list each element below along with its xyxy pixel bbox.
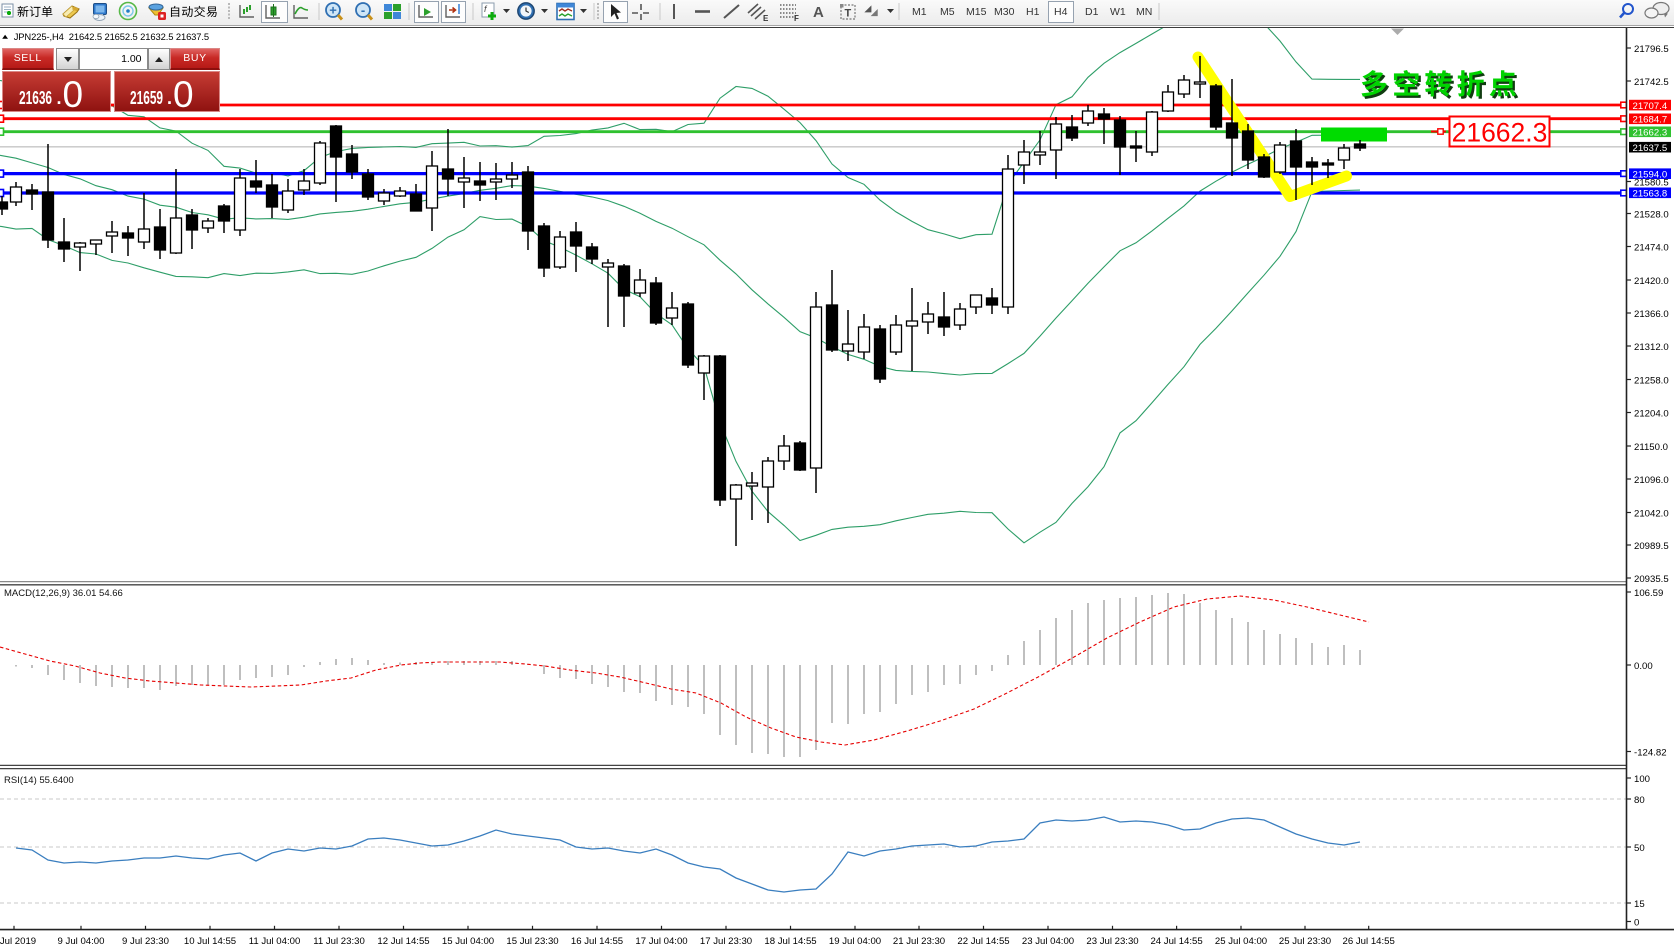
svg-text:15 Jul 04:00: 15 Jul 04:00 [442, 936, 494, 947]
svg-text:H1: H1 [1026, 6, 1040, 18]
svg-text:21742.5: 21742.5 [1634, 77, 1669, 88]
svg-text:9 Jul 04:00: 9 Jul 04:00 [58, 936, 105, 947]
svg-text:17 Jul 04:00: 17 Jul 04:00 [635, 936, 687, 947]
svg-text:M5: M5 [940, 6, 955, 18]
svg-text:8 Jul 2019: 8 Jul 2019 [0, 936, 36, 947]
svg-text:21 Jul 23:30: 21 Jul 23:30 [893, 936, 945, 947]
svg-text:21684.7: 21684.7 [1633, 115, 1668, 126]
svg-text:-: - [361, 3, 365, 18]
svg-text:15 Jul 23:30: 15 Jul 23:30 [506, 936, 558, 947]
svg-text:21258.0: 21258.0 [1634, 375, 1669, 386]
svg-text:20935.5: 20935.5 [1634, 574, 1669, 585]
svg-text:0: 0 [1634, 917, 1639, 928]
svg-text:T: T [845, 8, 852, 20]
svg-text:-124.82: -124.82 [1634, 747, 1667, 758]
svg-text:11 Jul 23:30: 11 Jul 23:30 [313, 936, 365, 947]
svg-text:21366.0: 21366.0 [1634, 309, 1669, 320]
svg-text:25 Jul 04:00: 25 Jul 04:00 [1215, 936, 1267, 947]
svg-text:19 Jul 04:00: 19 Jul 04:00 [829, 936, 881, 947]
svg-text:21150.0: 21150.0 [1634, 442, 1668, 453]
svg-text:21204.0: 21204.0 [1634, 408, 1669, 419]
svg-text:E: E [763, 14, 769, 23]
svg-text:21563.8: 21563.8 [1633, 189, 1668, 200]
svg-text:21594.0: 21594.0 [1633, 169, 1668, 180]
svg-text:23 Jul 04:00: 23 Jul 04:00 [1022, 936, 1074, 947]
svg-text:f: f [484, 4, 488, 14]
svg-text:106.59: 106.59 [1634, 588, 1663, 599]
svg-text:21796.5: 21796.5 [1634, 44, 1669, 55]
svg-text:25 Jul 23:30: 25 Jul 23:30 [1279, 936, 1331, 947]
svg-text:100: 100 [1634, 774, 1650, 785]
svg-text:20989.5: 20989.5 [1634, 541, 1669, 552]
svg-text:22 Jul 14:55: 22 Jul 14:55 [957, 936, 1009, 947]
svg-text:21042.0: 21042.0 [1634, 508, 1669, 519]
svg-text:21528.0: 21528.0 [1634, 209, 1669, 220]
svg-text:21637.5: 21637.5 [1633, 143, 1668, 154]
svg-text:21707.4: 21707.4 [1633, 101, 1668, 112]
svg-text:F: F [794, 14, 799, 23]
svg-text:23 Jul 23:30: 23 Jul 23:30 [1086, 936, 1138, 947]
svg-text:21662.3: 21662.3 [1633, 128, 1668, 139]
svg-text:M30: M30 [994, 6, 1015, 18]
svg-text:D1: D1 [1085, 6, 1099, 18]
svg-text:21580.5: 21580.5 [1634, 177, 1669, 188]
svg-text:W1: W1 [1110, 6, 1126, 18]
svg-text:12 Jul 14:55: 12 Jul 14:55 [377, 936, 429, 947]
svg-text:16 Jul 14:55: 16 Jul 14:55 [571, 936, 623, 947]
svg-text:10 Jul 14:55: 10 Jul 14:55 [184, 936, 236, 947]
svg-text:11 Jul 04:00: 11 Jul 04:00 [249, 936, 301, 947]
svg-text:21662.3: 21662.3 [1452, 118, 1548, 148]
svg-text:+: + [329, 3, 337, 18]
svg-text:H4: H4 [1054, 6, 1068, 18]
svg-text:0.00: 0.00 [1634, 661, 1653, 672]
svg-text:15: 15 [1634, 899, 1645, 910]
svg-text:A: A [813, 4, 824, 21]
svg-text:21474.0: 21474.0 [1634, 242, 1669, 253]
svg-text:26 Jul 14:55: 26 Jul 14:55 [1343, 936, 1395, 947]
svg-text:21420.0: 21420.0 [1634, 276, 1669, 287]
svg-text:17 Jul 23:30: 17 Jul 23:30 [700, 936, 752, 947]
svg-text:21312.0: 21312.0 [1634, 342, 1669, 353]
svg-text:80: 80 [1634, 795, 1645, 806]
svg-text:50: 50 [1634, 843, 1645, 854]
svg-text:M1: M1 [912, 6, 927, 18]
svg-text:9 Jul 23:30: 9 Jul 23:30 [122, 936, 169, 947]
svg-text:24 Jul 14:55: 24 Jul 14:55 [1150, 936, 1202, 947]
svg-text:M15: M15 [966, 6, 987, 18]
svg-text:18 Jul 14:55: 18 Jul 14:55 [764, 936, 816, 947]
svg-text:JPN225-,H4 21642.5 21652.5 21: JPN225-,H4 21642.5 21652.5 21632.5 21637… [14, 31, 209, 42]
svg-text:21096.0: 21096.0 [1634, 475, 1669, 486]
svg-text:MN: MN [1136, 6, 1152, 18]
